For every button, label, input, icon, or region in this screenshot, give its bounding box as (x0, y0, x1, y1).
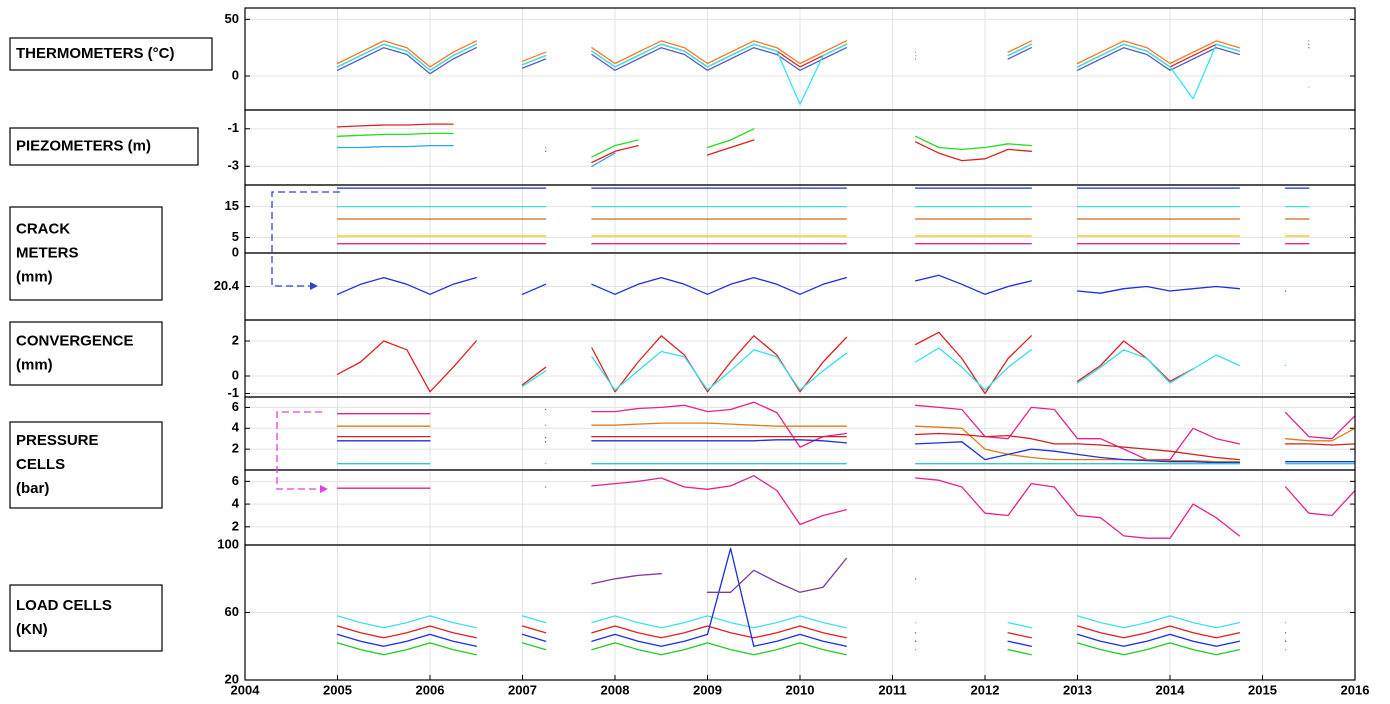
plot (336, 274, 1355, 295)
plot (336, 547, 1287, 656)
panel-label: CELLS (16, 456, 65, 473)
panel-label: METERS (16, 244, 79, 261)
x-tick-label: 2016 (1341, 682, 1370, 697)
series-line (336, 43, 1310, 71)
series-line (336, 144, 616, 167)
y-tick-label: 20.4 (214, 278, 240, 293)
series-line (336, 642, 1287, 656)
plot (336, 123, 1032, 167)
y-tick-label: 0 (232, 67, 239, 82)
series-line (336, 401, 1355, 461)
series-line (336, 40, 1310, 68)
series-line (521, 347, 1287, 391)
panel-label: LOAD CELLS (16, 597, 112, 614)
y-tick-label: -1 (227, 385, 239, 400)
y-tick-label: 50 (225, 11, 239, 26)
plot (336, 475, 1355, 539)
y-tick-label: 4 (232, 420, 240, 435)
series-line (336, 422, 1355, 463)
series-line (336, 625, 1287, 639)
y-tick-label: 4 (232, 496, 240, 511)
plot (336, 401, 1355, 465)
x-tick-label: 2010 (786, 682, 815, 697)
series-line (336, 43, 1310, 105)
panel-label: PIEZOMETERS (m) (16, 137, 151, 154)
crack-arrow (271, 191, 340, 287)
y-tick-label: 6 (232, 473, 239, 488)
y-tick-label: 2 (232, 441, 239, 456)
label-box (9, 37, 213, 71)
x-tick-label: 2011 (878, 682, 906, 697)
y-tick-label: -1 (227, 120, 239, 135)
label-box (9, 321, 163, 386)
series-line (336, 475, 1355, 539)
label-box (9, 206, 163, 301)
arrows (271, 191, 340, 493)
plot (336, 331, 1287, 395)
x-tick-label: 2005 (323, 682, 352, 697)
panel-label: (mm) (16, 356, 53, 373)
x-tick-label: 2004 (231, 682, 261, 697)
label-box (9, 584, 163, 652)
panel-label: (mm) (16, 268, 53, 285)
panel-label: CRACK (16, 220, 70, 237)
x-tick-label: 2014 (1156, 682, 1186, 697)
y-tick-label: 0 (232, 367, 239, 382)
x-tick-label: 2015 (1248, 682, 1277, 697)
y-tick-label: 0 (232, 244, 239, 259)
series-line (336, 331, 1194, 395)
series-line (336, 274, 1355, 295)
y-tick-label: 6 (232, 399, 239, 414)
plot (336, 187, 1355, 245)
x-tick-label: 2006 (416, 682, 445, 697)
series-line (336, 615, 1287, 629)
series-line (336, 432, 1355, 461)
panel-label: CONVERGENCE (16, 332, 134, 349)
y-tick-label: 2 (232, 518, 239, 533)
y-tick-label: 15 (225, 198, 239, 213)
x-tick-label: 2007 (508, 682, 537, 697)
series-line (336, 439, 1355, 464)
y-tick-label: 5 (232, 229, 239, 244)
y-tick-label: 20 (225, 671, 239, 686)
label-box (9, 127, 199, 166)
x-tick-label: 2013 (1063, 682, 1092, 697)
panel-label: (KN) (16, 621, 48, 638)
y-tick-label: 60 (225, 604, 239, 619)
y-tick-label: 100 (217, 536, 239, 551)
y-tick-label: -3 (227, 158, 239, 173)
y-tick-label: 2 (232, 332, 239, 347)
pressure-arrow-head (320, 485, 328, 493)
series-line (336, 47, 1310, 75)
x-tick-label: 2012 (971, 682, 1000, 697)
crack-arrow-head (310, 282, 318, 290)
panel-label: (bar) (16, 480, 49, 497)
series-line (336, 547, 1287, 647)
panel-label: THERMOMETERS (°C) (16, 45, 175, 62)
x-tick-label: 2008 (601, 682, 630, 697)
panel-label: PRESSURE (16, 432, 99, 449)
series-line (336, 128, 1032, 158)
pressure-arrow (276, 411, 322, 490)
series-line (591, 557, 917, 593)
x-tick-label: 2009 (693, 682, 722, 697)
plot (336, 40, 1310, 105)
series-line (336, 123, 1032, 164)
label-box (9, 421, 163, 509)
